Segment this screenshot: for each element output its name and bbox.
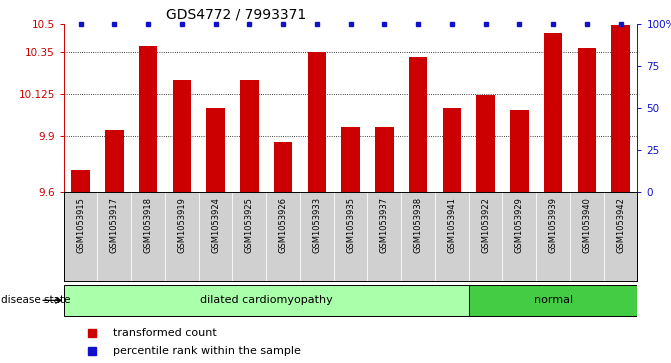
Bar	[199, 192, 232, 281]
Bar	[139, 46, 158, 192]
Text: GSM1053924: GSM1053924	[211, 197, 220, 253]
Bar	[503, 192, 536, 281]
Text: GSM1053919: GSM1053919	[177, 197, 187, 253]
Text: GSM1053937: GSM1053937	[380, 197, 389, 253]
Bar	[476, 95, 495, 192]
Text: dilated cardiomyopathy: dilated cardiomyopathy	[200, 295, 333, 305]
Text: transformed count: transformed count	[113, 328, 216, 338]
Text: GSM1053935: GSM1053935	[346, 197, 355, 253]
Text: GSM1053915: GSM1053915	[76, 197, 85, 253]
Bar	[342, 127, 360, 192]
Text: normal: normal	[533, 295, 572, 305]
Bar	[544, 33, 562, 192]
Text: GSM1053938: GSM1053938	[413, 197, 423, 253]
Title: GDS4772 / 7993371: GDS4772 / 7993371	[166, 7, 306, 21]
Text: GSM1053926: GSM1053926	[278, 197, 288, 253]
Bar	[368, 192, 401, 281]
Bar	[206, 108, 225, 192]
Text: disease state: disease state	[1, 295, 70, 305]
Text: percentile rank within the sample: percentile rank within the sample	[113, 346, 301, 356]
Bar	[71, 170, 90, 192]
Bar	[266, 192, 300, 281]
Bar	[64, 285, 469, 316]
Bar	[240, 80, 258, 192]
Text: GSM1053933: GSM1053933	[312, 197, 321, 253]
Bar	[604, 192, 637, 281]
Bar	[611, 25, 630, 192]
Text: GSM1053929: GSM1053929	[515, 197, 524, 253]
Bar	[375, 127, 394, 192]
Bar	[300, 192, 333, 281]
Bar	[570, 192, 604, 281]
Bar	[132, 192, 165, 281]
Bar	[274, 142, 293, 192]
Bar	[469, 285, 637, 316]
Bar	[232, 192, 266, 281]
Text: GSM1053939: GSM1053939	[549, 197, 558, 253]
Bar	[401, 192, 435, 281]
Bar	[64, 192, 97, 281]
Bar	[97, 192, 132, 281]
Text: GSM1053925: GSM1053925	[245, 197, 254, 253]
Bar	[165, 192, 199, 281]
Text: GSM1053917: GSM1053917	[110, 197, 119, 253]
Bar	[409, 57, 427, 192]
Bar	[307, 52, 326, 192]
Text: GSM1053922: GSM1053922	[481, 197, 490, 253]
Text: GSM1053942: GSM1053942	[616, 197, 625, 253]
Bar	[435, 192, 469, 281]
Text: GSM1053940: GSM1053940	[582, 197, 591, 253]
Text: GSM1053941: GSM1053941	[448, 197, 456, 253]
Bar	[469, 192, 503, 281]
Bar	[105, 131, 123, 192]
Text: GSM1053918: GSM1053918	[144, 197, 152, 253]
Bar	[172, 80, 191, 192]
Bar	[578, 48, 596, 192]
Bar	[536, 192, 570, 281]
Bar	[510, 110, 529, 192]
Bar	[333, 192, 368, 281]
Bar	[443, 108, 461, 192]
